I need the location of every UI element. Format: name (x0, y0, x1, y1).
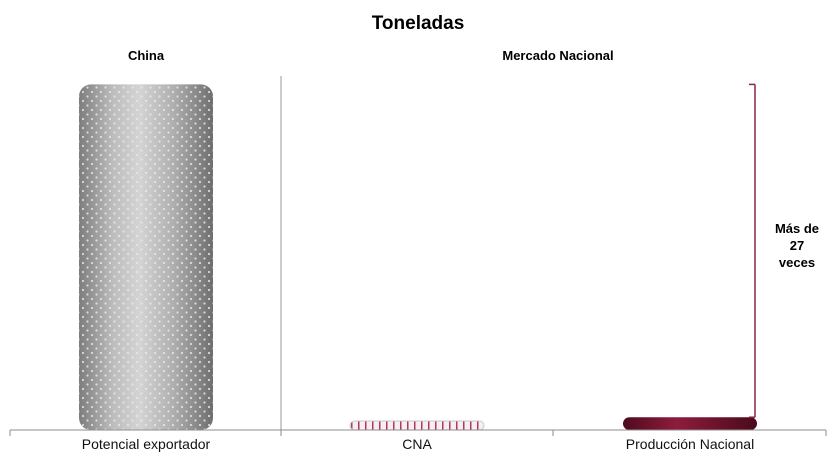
bar-produccion-nacional (623, 417, 757, 430)
x-tick-label-cna: CNA (402, 436, 432, 452)
bar-potencial-exportador-texture (79, 84, 213, 431)
bracket-annotation-line-1: Más de (775, 221, 819, 236)
group-label-china: China (128, 48, 165, 63)
x-tick-label-potencial-exportador: Potencial exportador (82, 436, 211, 452)
bracket-annotation-line-3: veces (779, 255, 815, 270)
group-label-mercado-nacional: Mercado Nacional (502, 48, 613, 63)
chart-title: Toneladas (372, 13, 465, 34)
bracket-annotation-line-2: 27 (790, 238, 804, 253)
bracket-layer (749, 83, 756, 418)
x-tick-label-produccion-nacional: Producción Nacional (626, 436, 754, 452)
bar-cna (350, 421, 484, 430)
bars-layer (79, 84, 757, 431)
